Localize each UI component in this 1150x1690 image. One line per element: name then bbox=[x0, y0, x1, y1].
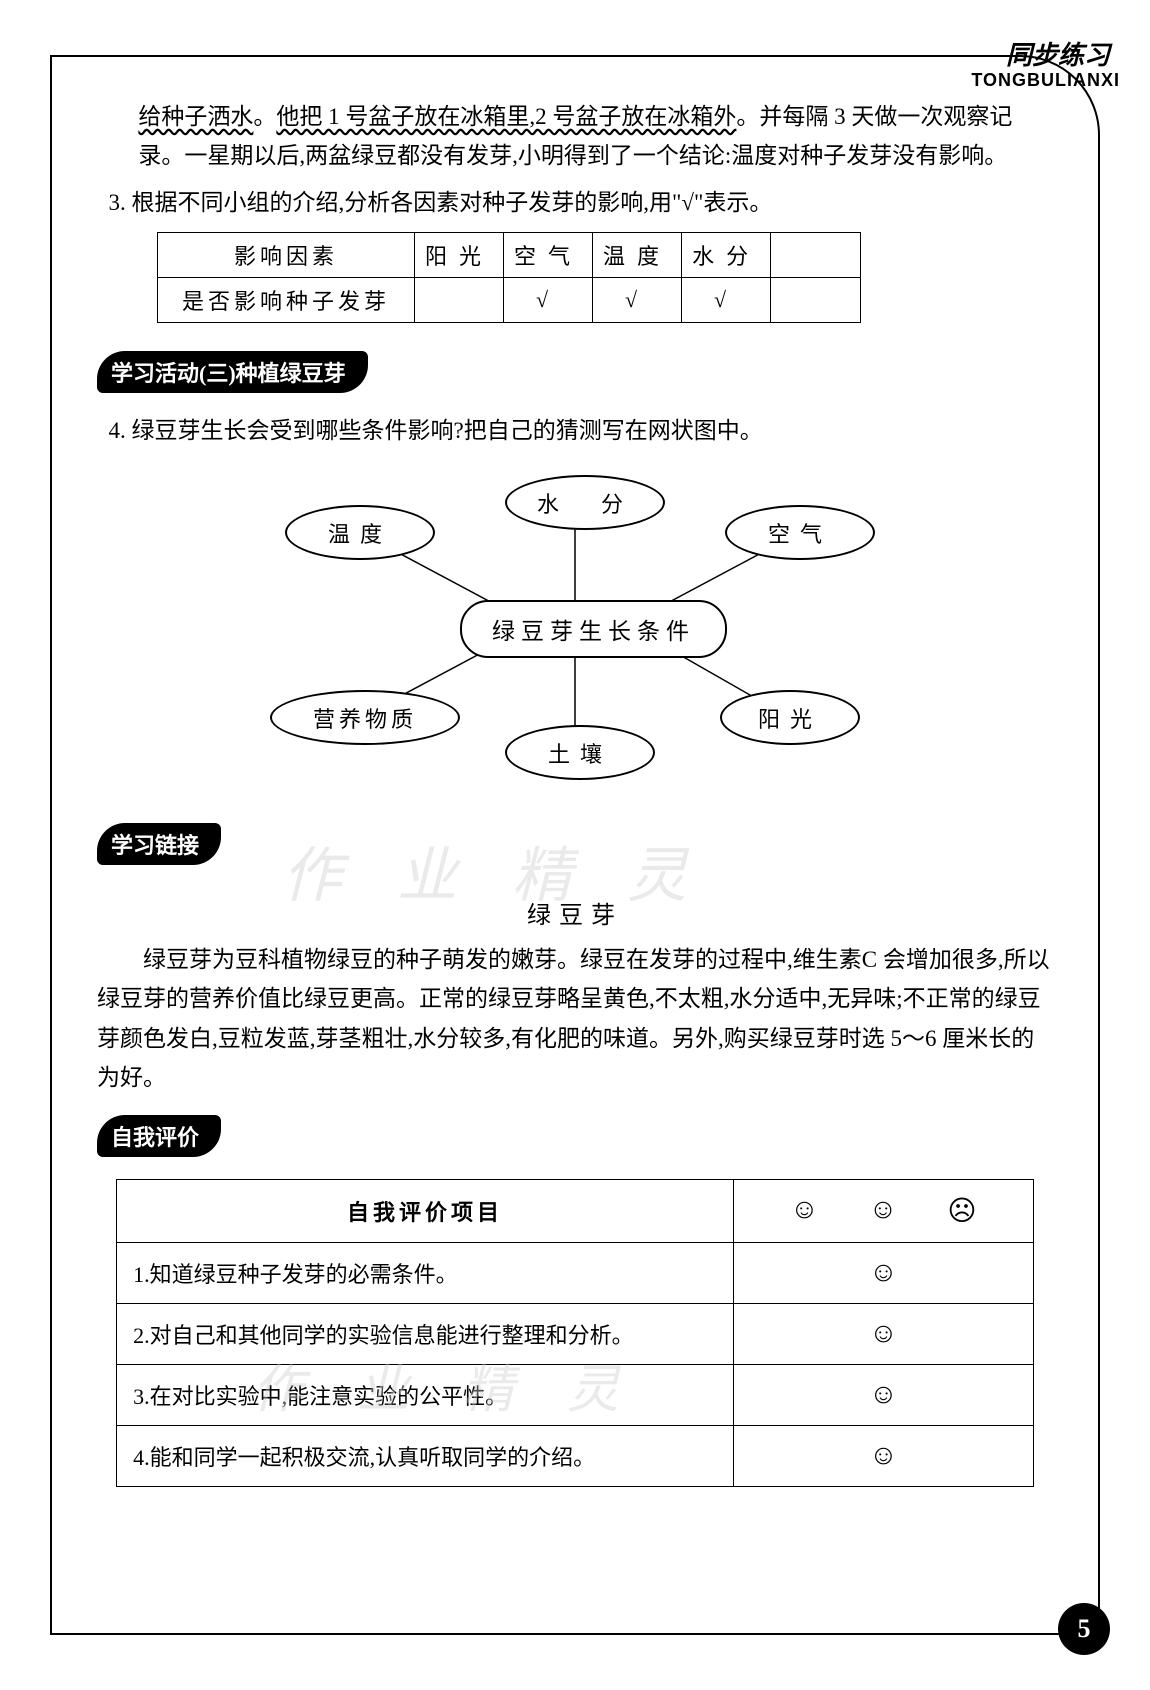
watermark-2: 作 业 精 灵 bbox=[252, 1347, 639, 1422]
cell: 阳光 bbox=[415, 233, 504, 278]
table-row: 是否影响种子发芽 √ √ √ bbox=[158, 278, 861, 323]
cell: 空气 bbox=[504, 233, 593, 278]
happy-icon: ☺ bbox=[869, 1440, 898, 1471]
table-row: 影响因素 阳光 空气 温度 水分 bbox=[158, 233, 861, 278]
cell-header: 影响因素 bbox=[158, 233, 415, 278]
eval-choice: ☺ bbox=[733, 1303, 1033, 1364]
eval-choice: ☺ bbox=[733, 1242, 1033, 1303]
eval-faces-header: ☺ ☺ ☹ bbox=[733, 1179, 1033, 1242]
link-body: 绿豆芽为豆科植物绿豆的种子萌发的嫩芽。绿豆在发芽的过程中,维生素C 会增加很多,… bbox=[97, 940, 1053, 1096]
cell: √ bbox=[504, 278, 593, 323]
cell: √ bbox=[593, 278, 682, 323]
eval-header: 自我评价项目 bbox=[117, 1179, 734, 1242]
intro-paragraph: 给种子洒水。他把 1 号盆子放在冰箱里,2 号盆子放在冰箱外。并每隔 3 天做一… bbox=[138, 97, 1053, 175]
section-tag-activity3: 学习活动(三)种植绿豆芽 bbox=[97, 351, 368, 393]
intro-wavy-2: 他把 1 号盆子放在冰箱里,2 号盆子放在冰箱外 bbox=[276, 104, 736, 129]
happy-icon: ☺ bbox=[869, 1379, 898, 1410]
mindmap-node-tr: 空气 bbox=[725, 505, 875, 560]
cell-blank bbox=[771, 233, 861, 278]
section-tag-eval: 自我评价 bbox=[97, 1115, 221, 1157]
mindmap-node-top: 水 分 bbox=[505, 475, 665, 530]
happy-icon: ☺ bbox=[869, 1257, 898, 1288]
intro-wavy-1: 给种子洒水 bbox=[138, 104, 253, 129]
eval-choice: ☺ bbox=[733, 1364, 1033, 1425]
mindmap-node-br: 阳光 bbox=[720, 690, 860, 745]
cell bbox=[415, 278, 504, 323]
neutral-icon: ☺ bbox=[869, 1194, 898, 1228]
happy-icon: ☺ bbox=[790, 1194, 819, 1228]
mindmap: 绿豆芽生长条件 水 分 温度 空气 营养物质 土壤 阳光 bbox=[215, 465, 935, 795]
table-row: 4.能和同学一起积极交流,认真听取同学的介绍。 ☺ bbox=[117, 1425, 1034, 1486]
page-frame: 给种子洒水。他把 1 号盆子放在冰箱里,2 号盆子放在冰箱外。并每隔 3 天做一… bbox=[50, 55, 1100, 1635]
mindmap-node-tl: 温度 bbox=[285, 505, 435, 560]
question-3: 3. 根据不同小组的介绍,分析各因素对种子发芽的影响,用"√"表示。 bbox=[138, 183, 1053, 222]
mindmap-node-bottom: 土壤 bbox=[505, 725, 655, 780]
eval-item: 1.知道绿豆种子发芽的必需条件。 bbox=[117, 1242, 734, 1303]
cell-blank bbox=[771, 278, 861, 323]
mindmap-node-bl: 营养物质 bbox=[270, 690, 460, 745]
sad-icon: ☹ bbox=[947, 1194, 976, 1228]
section-tag-link: 学习链接 bbox=[97, 823, 221, 865]
watermark-1: 作 业 精 灵 bbox=[282, 827, 707, 914]
mindmap-center: 绿豆芽生长条件 bbox=[460, 600, 727, 658]
factors-table: 影响因素 阳光 空气 温度 水分 是否影响种子发芽 √ √ √ bbox=[157, 232, 861, 323]
eval-table: 自我评价项目 ☺ ☺ ☹ 1.知道绿豆种子发芽的必需条件。 ☺ 2.对自己和其他… bbox=[116, 1179, 1034, 1487]
table-row: 1.知道绿豆种子发芽的必需条件。 ☺ bbox=[117, 1242, 1034, 1303]
table-row: 自我评价项目 ☺ ☺ ☹ bbox=[117, 1179, 1034, 1242]
question-4: 4. 绿豆芽生长会受到哪些条件影响?把自己的猜测写在网状图中。 bbox=[138, 411, 1053, 450]
cell: √ bbox=[682, 278, 771, 323]
happy-icon: ☺ bbox=[869, 1318, 898, 1349]
page-number: 5 bbox=[1058, 1603, 1110, 1655]
eval-item: 4.能和同学一起积极交流,认真听取同学的介绍。 bbox=[117, 1425, 734, 1486]
cell: 水分 bbox=[682, 233, 771, 278]
cell: 温度 bbox=[593, 233, 682, 278]
cell-header: 是否影响种子发芽 bbox=[158, 278, 415, 323]
eval-choice: ☺ bbox=[733, 1425, 1033, 1486]
